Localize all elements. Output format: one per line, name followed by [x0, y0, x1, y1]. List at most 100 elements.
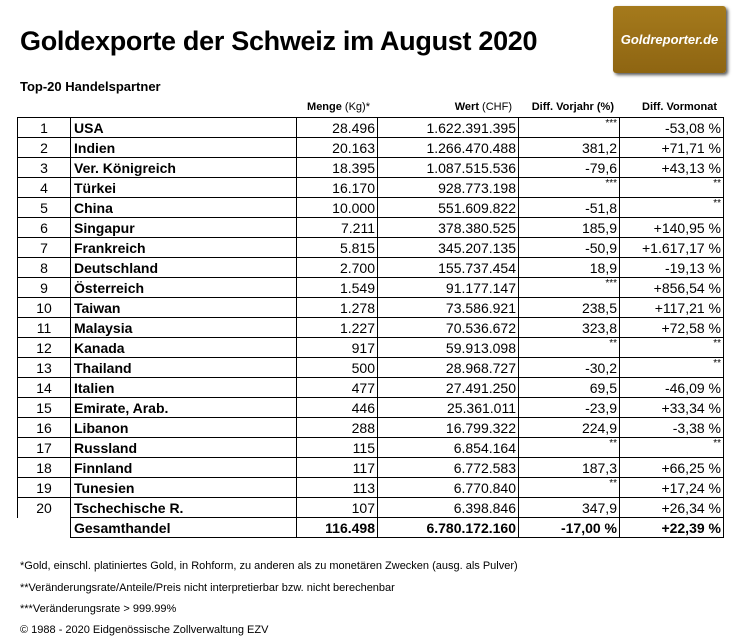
cell-diff-vormonat: **	[619, 197, 724, 218]
cell-country: Emirate, Arab.	[70, 397, 297, 418]
cell-diff-vormonat: -3,38 %	[619, 417, 724, 438]
cell-country: Thailand	[70, 357, 297, 378]
table-row: 10 Taiwan 1.278 73.586.921 238,5 +117,21 %	[17, 297, 724, 318]
cell-country: Frankreich	[70, 237, 297, 258]
cell-diff-vorjahr: **	[518, 477, 620, 498]
cell-menge: 10.000	[296, 197, 378, 218]
cell-diff-vormonat: +856,54 %	[619, 277, 724, 298]
total-country: Gesamthandel	[70, 517, 297, 538]
cell-menge: 477	[296, 377, 378, 398]
cell-diff-vorjahr: 224,9	[518, 417, 620, 438]
cell-menge: 117	[296, 457, 378, 478]
table-row: 17 Russland 115 6.854.164 ** **	[17, 437, 724, 458]
table-row: 13 Thailand 500 28.968.727 -30,2 **	[17, 357, 724, 378]
cell-menge: 16.170	[296, 177, 378, 198]
header-menge: Menge (Kg)*	[307, 101, 370, 113]
cell-menge: 1.278	[296, 297, 378, 318]
cell-menge: 288	[296, 417, 378, 438]
cell-country: Deutschland	[70, 257, 297, 278]
cell-menge: 115	[296, 437, 378, 458]
total-menge: 116.498	[296, 517, 378, 538]
cell-menge: 18.395	[296, 157, 378, 178]
total-diff-vorjahr: -17,00 %	[518, 517, 620, 538]
cell-rank: 1	[17, 117, 71, 138]
table-row: 16 Libanon 288 16.799.322 224,9 -3,38 %	[17, 417, 724, 438]
cell-wert: 1.266.470.488	[377, 137, 519, 158]
cell-diff-vorjahr: **	[518, 337, 620, 358]
cell-rank: 11	[17, 317, 71, 338]
total-rank	[18, 518, 71, 538]
cell-wert: 73.586.921	[377, 297, 519, 318]
cell-country: Finnland	[70, 457, 297, 478]
cell-menge: 20.163	[296, 137, 378, 158]
cell-menge: 28.496	[296, 117, 378, 138]
cell-diff-vormonat: **	[619, 437, 724, 458]
table-row: 6 Singapur 7.211 378.380.525 185,9 +140,95 %	[17, 217, 724, 238]
cell-rank: 9	[17, 277, 71, 298]
cell-menge: 1.227	[296, 317, 378, 338]
cell-rank: 17	[17, 437, 71, 458]
table-row: 5 China 10.000 551.609.822 -51,8 **	[17, 197, 724, 218]
cell-country: Tschechische R.	[70, 497, 297, 518]
cell-diff-vormonat: -19,13 %	[619, 257, 724, 278]
cell-diff-vormonat: -46,09 %	[619, 377, 724, 398]
table-row: 20 Tschechische R. 107 6.398.846 347,9 +26,34…	[17, 497, 724, 518]
cell-rank: 2	[17, 137, 71, 158]
footnote-3: ***Veränderungsrate > 999.99%	[20, 603, 177, 615]
cell-diff-vorjahr: 69,5	[518, 377, 620, 398]
table-row: 19 Tunesien 113 6.770.840 ** +17,24 %	[17, 477, 724, 498]
cell-rank: 8	[17, 257, 71, 278]
cell-wert: 91.177.147	[377, 277, 519, 298]
cell-diff-vormonat: **	[619, 337, 724, 358]
cell-diff-vorjahr: **	[518, 437, 620, 458]
header-wert: Wert (CHF)	[454, 101, 512, 113]
cell-country: Österreich	[70, 277, 297, 298]
cell-menge: 107	[296, 497, 378, 518]
cell-country: Malaysia	[70, 317, 297, 338]
cell-rank: 19	[17, 477, 71, 498]
cell-diff-vorjahr: -51,8	[518, 197, 620, 218]
cell-country: Indien	[70, 137, 297, 158]
cell-country: Taiwan	[70, 297, 297, 318]
table-row: 14 Italien 477 27.491.250 69,5 -46,09 %	[17, 377, 724, 398]
cell-country: Türkei	[70, 177, 297, 198]
cell-country: Russland	[70, 437, 297, 458]
cell-rank: 5	[17, 197, 71, 218]
cell-wert: 1.622.391.395	[377, 117, 519, 138]
cell-rank: 15	[17, 397, 71, 418]
cell-diff-vorjahr: ***	[518, 177, 620, 198]
cell-menge: 917	[296, 337, 378, 358]
cell-country: China	[70, 197, 297, 218]
table-row: 18 Finnland 117 6.772.583 187,3 +66,25 %	[17, 457, 724, 478]
table-row: 9 Österreich 1.549 91.177.147 *** +856,54 %	[17, 277, 724, 298]
cell-wert: 6.770.840	[377, 477, 519, 498]
cell-wert: 345.207.135	[377, 237, 519, 258]
cell-menge: 5.815	[296, 237, 378, 258]
cell-diff-vorjahr: 187,3	[518, 457, 620, 478]
cell-diff-vormonat: +140,95 %	[619, 217, 724, 238]
cell-diff-vormonat: +72,58 %	[619, 317, 724, 338]
cell-diff-vormonat: +1.617,17 %	[619, 237, 724, 258]
cell-wert: 28.968.727	[377, 357, 519, 378]
cell-diff-vormonat: +17,24 %	[619, 477, 724, 498]
cell-rank: 20	[17, 497, 71, 518]
table-row: 7 Frankreich 5.815 345.207.135 -50,9 +1.617,1…	[17, 237, 724, 258]
trade-partners-table: 1 USA 28.496 1.622.391.395 *** -53,08 % 2 Indie…	[17, 117, 724, 538]
table-row: 15 Emirate, Arab. 446 25.361.011 -23,9 +33,34…	[17, 397, 724, 418]
cell-wert: 155.737.454	[377, 257, 519, 278]
table-row: 2 Indien 20.163 1.266.470.488 381,2 +71,71 %	[17, 137, 724, 158]
cell-wert: 6.398.846	[377, 497, 519, 518]
cell-diff-vorjahr: ***	[518, 277, 620, 298]
cell-country: Kanada	[70, 337, 297, 358]
cell-diff-vorjahr: -50,9	[518, 237, 620, 258]
subtitle: Top-20 Handelspartner	[20, 79, 161, 94]
cell-diff-vormonat: +117,21 %	[619, 297, 724, 318]
cell-wert: 928.773.198	[377, 177, 519, 198]
cell-diff-vorjahr: ***	[518, 117, 620, 138]
header-diff-vorjahr: Diff. Vorjahr (%)	[531, 101, 614, 113]
cell-diff-vormonat: +33,34 %	[619, 397, 724, 418]
cell-diff-vormonat: +71,71 %	[619, 137, 724, 158]
cell-wert: 6.772.583	[377, 457, 519, 478]
cell-diff-vormonat: +26,34 %	[619, 497, 724, 518]
cell-diff-vorjahr: 18,9	[518, 257, 620, 278]
